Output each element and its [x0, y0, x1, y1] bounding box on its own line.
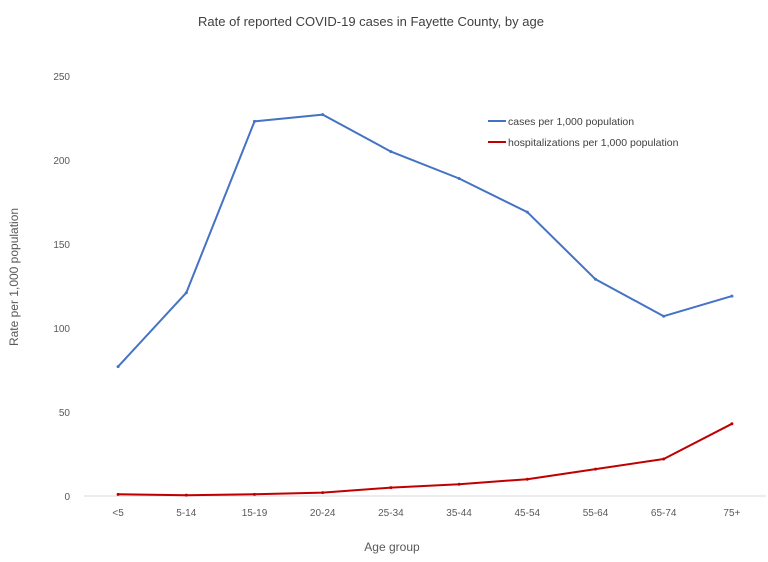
x-axis-ticks: <5 5-14 15-19 20-24 25-34 35-44 45-54 55-64 65-7… [112, 508, 740, 519]
data-point [321, 113, 325, 117]
x-tick-label: 75+ [723, 508, 740, 519]
x-tick-label: 55-64 [583, 508, 609, 519]
y-axis-ticks: 0 50 100 150 200 250 [53, 72, 70, 503]
y-tick-label: 200 [53, 156, 70, 167]
data-point [730, 294, 734, 298]
data-point [594, 277, 597, 281]
y-tick-label: 0 [64, 492, 70, 503]
data-point [525, 477, 529, 481]
y-tick-label: 250 [53, 72, 70, 83]
x-tick-label: 5-14 [176, 508, 196, 519]
data-point [253, 119, 256, 123]
data-point [457, 176, 461, 180]
y-axis-title: Rate per 1,000 population [7, 208, 21, 346]
x-tick-label: 45-54 [515, 508, 541, 519]
series-line-0 [117, 113, 733, 368]
y-tick-label: 50 [59, 408, 71, 419]
series-line-1 [117, 422, 733, 497]
data-point [253, 492, 256, 496]
x-axis-title: Age group [364, 540, 420, 554]
data-point [525, 210, 529, 214]
data-point [116, 365, 120, 369]
y-tick-label: 100 [53, 324, 70, 335]
x-tick-label: 20-24 [310, 508, 336, 519]
data-point [389, 486, 393, 490]
legend: cases per 1,000 population hospitalizatio… [488, 116, 679, 149]
data-point [184, 291, 188, 295]
data-point [389, 150, 393, 154]
chart-title: Rate of reported COVID-19 cases in Fayet… [198, 14, 544, 29]
x-tick-label: 35-44 [446, 508, 472, 519]
data-point [594, 467, 597, 471]
data-point [184, 493, 188, 497]
y-tick-label: 150 [53, 240, 70, 251]
data-point [457, 482, 461, 486]
data-point [321, 491, 325, 495]
data-point [662, 314, 666, 318]
x-tick-label: 25-34 [378, 508, 404, 519]
data-point [662, 457, 666, 461]
x-tick-label: <5 [112, 508, 124, 519]
legend-label-0: cases per 1,000 population [508, 116, 634, 128]
x-tick-label: 65-74 [651, 508, 677, 519]
x-tick-label: 15-19 [242, 508, 268, 519]
data-point [116, 492, 120, 496]
legend-label-1: hospitalizations per 1,000 population [508, 137, 679, 149]
data-point [730, 422, 734, 426]
series-layer [116, 113, 734, 497]
